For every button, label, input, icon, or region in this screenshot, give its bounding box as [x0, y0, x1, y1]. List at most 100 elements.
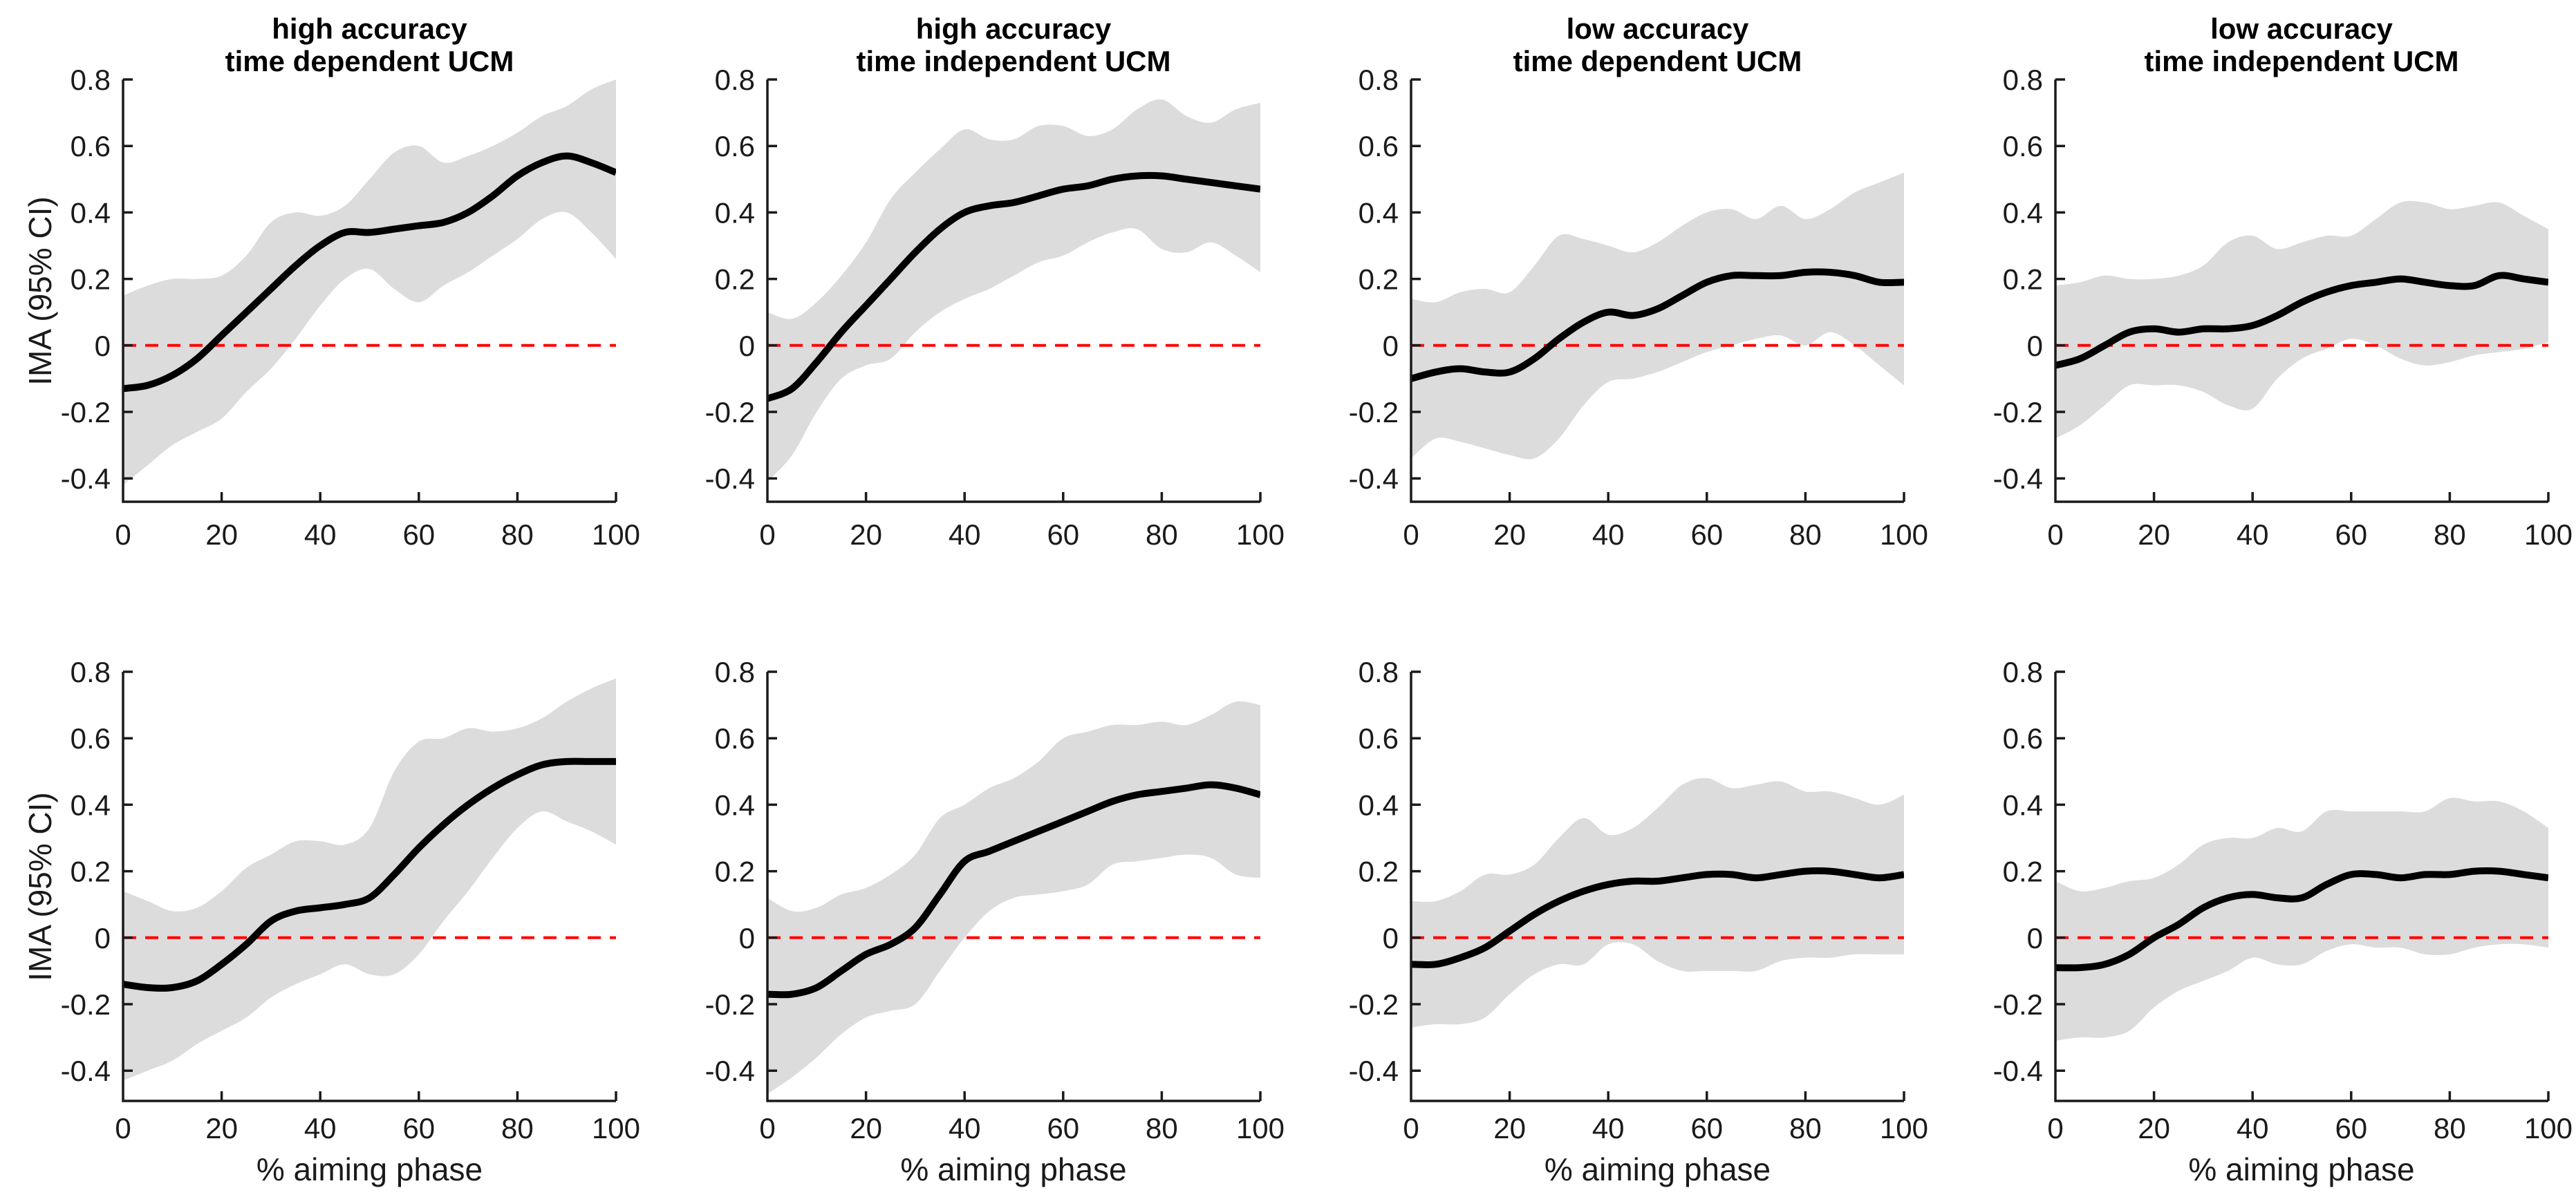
y-tick-label: 0.4	[714, 196, 754, 229]
y-tick-label: 0.4	[71, 196, 111, 229]
plot-area	[767, 701, 1260, 1094]
x-tick-label: 60	[2335, 1112, 2367, 1144]
y-tick-label: 0.6	[1359, 722, 1399, 755]
y-tick-label: -0.2	[1992, 396, 2042, 428]
x-tick-label: 60	[2335, 518, 2367, 551]
x-tick-label: 0	[115, 518, 131, 551]
y-tick-label: -0.4	[1349, 462, 1399, 495]
y-tick-label: 0.6	[1359, 130, 1399, 162]
x-tick-label: 60	[1047, 1112, 1079, 1144]
x-tick-label: 40	[2236, 1112, 2268, 1144]
x-tick-label: 60	[1047, 518, 1079, 551]
plot-canvas: 0.80.60.40.20-0.2-0.40 20 40 60 80 100	[704, 656, 1284, 1144]
x-axis-label: % aiming phase	[900, 1151, 1127, 1187]
y-tick-label: -0.2	[1992, 988, 2042, 1021]
axes	[1410, 670, 1905, 1102]
x-tick-label: 20	[850, 518, 882, 551]
x-tick-label: 20	[205, 518, 238, 551]
title-line-2: time independent UCM	[856, 45, 1171, 77]
y-tick-label: -0.2	[704, 396, 754, 428]
x-tick-label: 80	[1146, 518, 1178, 551]
title-line-2: time independent UCM	[2144, 45, 2459, 77]
y-tick-label: 0.8	[71, 64, 111, 96]
axes	[1410, 78, 1905, 503]
y-tick-label: 0.2	[714, 263, 754, 296]
y-tick-label: 0.2	[2002, 856, 2042, 888]
plot-canvas: 0.80.60.40.20-0.2-0.40 20 40 60 80 100	[1349, 656, 1928, 1144]
x-tick-label: 80	[501, 1112, 534, 1144]
subplot-title: low accuracy time dependent UCM	[1411, 12, 1904, 77]
x-tick-label: 80	[1789, 1112, 1822, 1144]
y-tick-label: 0.2	[71, 263, 111, 296]
y-tick-label: 0.4	[1359, 196, 1399, 229]
x-tick-label: 0	[2047, 1112, 2063, 1144]
plot-area	[1411, 172, 1904, 460]
y-tick-label: 0.8	[2002, 64, 2042, 96]
y-tick-label: -0.4	[704, 462, 754, 495]
y-tick-label: 0.8	[71, 656, 111, 688]
plot-canvas: 0.80.60.40.20-0.2-0.40 20 40 60 80 100	[1349, 64, 1928, 551]
y-tick-label: -0.4	[1349, 1055, 1399, 1087]
ci-band	[123, 678, 616, 1081]
y-axis-label: IMA (95% CI)	[22, 792, 58, 981]
axes	[765, 78, 1262, 503]
mean-line	[767, 171, 1260, 402]
subplot-high-accuracy-time-independent-top: 0.8 0.6 0.4 0.2 0 -0.2 -0.4 0 20 40 60 80 100 high a…	[644, 0, 1289, 598]
x-tick-label: 40	[304, 518, 337, 551]
x-tick-label: 0	[759, 1112, 775, 1144]
ci-band	[2055, 200, 2548, 439]
subplot-low-accuracy-time-independent-top: 0.8 0.6 0.4 0.2 0 -0.2 -0.4 0 20 40 60 80 100 low ac…	[1932, 0, 2576, 598]
y-tick-label: 0	[95, 922, 111, 954]
ci-band	[767, 99, 1260, 482]
y-tick-label: 0.6	[2002, 722, 2042, 755]
x-axis-label: % aiming phase	[256, 1151, 483, 1187]
subplot-title: low accuracy time independent UCM	[2055, 12, 2548, 77]
x-tick-label: 20	[205, 1112, 238, 1144]
y-tick-label: 0.6	[714, 722, 754, 755]
x-axis-label: % aiming phase	[1544, 1151, 1771, 1187]
y-tick-label: 0.8	[2002, 656, 2042, 688]
y-tick-label: 0	[738, 330, 754, 362]
axes	[2053, 78, 2550, 503]
x-axis-label: % aiming phase	[2188, 1151, 2415, 1187]
y-tick-label: 0	[738, 922, 754, 954]
ci-band	[1411, 172, 1904, 460]
y-axis-label: IMA (95% CI)	[22, 196, 58, 386]
y-tick-label: 0	[95, 330, 111, 362]
x-tick-label: 80	[2434, 518, 2466, 551]
y-tick-label: 0.2	[2002, 263, 2042, 296]
title-line-1: high accuracy	[272, 12, 467, 45]
subplot-high-accuracy-time-dependent-top: 0.8 0.6 0.4 0.2 0 -0.2 -0.4 0 20 40 60 80 100 high a…	[0, 0, 644, 598]
mean-line	[767, 781, 1260, 999]
x-tick-label: 100	[1235, 518, 1284, 551]
x-tick-label: 100	[1880, 518, 1928, 551]
y-tick-label: 0.4	[2002, 196, 2042, 229]
plot-canvas: 0.80.60.40.20-0.2-0.40 20 40 60 80 100	[704, 64, 1284, 551]
plot-area	[123, 79, 616, 485]
x-tick-label: 0	[1403, 1112, 1419, 1144]
mean-line	[2055, 272, 2548, 369]
y-tick-label: -0.4	[61, 1055, 111, 1087]
title-line-2: time dependent UCM	[225, 45, 514, 77]
y-tick-label: -0.4	[61, 462, 111, 495]
plot-area	[1411, 777, 1904, 1028]
plot-area	[767, 99, 1260, 482]
subplot-low-accuracy-time-independent-bottom: 0.8 0.6 0.4 0.2 0 -0.2 -0.4 0 20 40 60 80 100 % aimi…	[1932, 598, 2576, 1197]
y-tick-label: 0.8	[714, 64, 754, 96]
subplot-high-accuracy-time-dependent-bottom: 0.8 0.6 0.4 0.2 0 -0.2 -0.4 0 20 40 60 80 100 IMA (9…	[0, 598, 644, 1197]
x-tick-label: 100	[592, 518, 640, 551]
subplot-title: high accuracy time dependent UCM	[123, 12, 616, 77]
subplot-high-accuracy-time-independent-bottom: 0.8 0.6 0.4 0.2 0 -0.2 -0.4 0 20 40 60 80 100 % aimi…	[644, 598, 1289, 1197]
y-tick-label: 0.4	[2002, 789, 2042, 821]
x-tick-label: 0	[759, 518, 775, 551]
ci-band	[767, 701, 1260, 1094]
x-tick-label: 40	[304, 1112, 337, 1144]
y-tick-label: 0	[1383, 330, 1399, 362]
y-tick-label: -0.4	[704, 1055, 754, 1087]
x-tick-label: 100	[2523, 518, 2572, 551]
x-tick-label: 0	[2047, 518, 2063, 551]
x-tick-label: 100	[1235, 1112, 1284, 1144]
x-tick-label: 20	[2138, 518, 2170, 551]
x-tick-label: 0	[1403, 518, 1419, 551]
y-tick-label: -0.4	[1992, 1055, 2042, 1087]
